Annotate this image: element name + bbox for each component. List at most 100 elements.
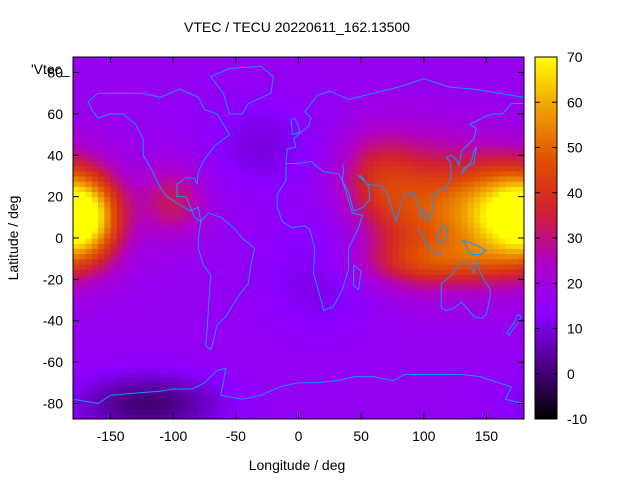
- heatmap-cell: [430, 238, 437, 244]
- heatmap-cell: [517, 269, 524, 275]
- heatmap-cell: [411, 67, 419, 74]
- heatmap-cell: [348, 62, 356, 68]
- heatmap-cell: [129, 284, 137, 291]
- heatmap-cell: [517, 403, 524, 410]
- heatmap-cell: [123, 155, 130, 162]
- heatmap-cell: [367, 155, 375, 162]
- heatmap-cell: [361, 170, 368, 177]
- heatmap-cell: [223, 253, 231, 260]
- heatmap-cell: [311, 232, 318, 239]
- heatmap-cell: [304, 356, 312, 363]
- heatmap-cell: [148, 160, 156, 167]
- heatmap-cell: [467, 362, 475, 368]
- heatmap-cell: [361, 279, 368, 286]
- heatmap-cell: [492, 367, 500, 374]
- heatmap-cell: [179, 377, 187, 384]
- heatmap-cell: [354, 98, 362, 105]
- heatmap-cell: [486, 134, 494, 141]
- heatmap-cell: [141, 377, 149, 384]
- heatmap-cell: [148, 108, 156, 115]
- heatmap-cell: [517, 196, 524, 203]
- heatmap-cell: [79, 336, 87, 343]
- heatmap-cell: [455, 170, 462, 177]
- heatmap-cell: [135, 227, 143, 234]
- heatmap-cell: [279, 129, 287, 136]
- heatmap-cell: [386, 227, 394, 234]
- heatmap-cell: [166, 346, 174, 353]
- heatmap-cell: [361, 408, 368, 415]
- heatmap-cell: [336, 300, 343, 306]
- heatmap-cell: [204, 170, 212, 177]
- heatmap-cell: [323, 393, 331, 399]
- heatmap-cell: [404, 77, 412, 84]
- heatmap-cell: [311, 269, 318, 275]
- heatmap-cell: [354, 367, 362, 374]
- heatmap-cell: [91, 393, 99, 399]
- heatmap-cell: [160, 403, 168, 410]
- heatmap-cell: [417, 139, 425, 146]
- heatmap-cell: [173, 248, 181, 255]
- heatmap-cell: [467, 341, 475, 348]
- heatmap-cell: [404, 382, 412, 389]
- heatmap-cell: [298, 119, 306, 125]
- heatmap-cell: [160, 362, 168, 368]
- heatmap-cell: [417, 377, 425, 384]
- heatmap-cell: [154, 113, 162, 120]
- heatmap-cell: [348, 377, 356, 384]
- heatmap-cell: [317, 351, 325, 358]
- heatmap-cell: [455, 165, 462, 172]
- heatmap-cell: [379, 119, 387, 125]
- heatmap-cell: [248, 170, 256, 177]
- heatmap-cell: [235, 269, 243, 275]
- heatmap-cell: [173, 331, 181, 337]
- heatmap-cell: [461, 320, 469, 327]
- heatmap-cell: [461, 181, 469, 187]
- heatmap-cell: [242, 82, 249, 89]
- heatmap-cell: [317, 150, 325, 156]
- heatmap-cell: [348, 67, 356, 74]
- heatmap-cell: [242, 124, 249, 130]
- heatmap-cell: [210, 165, 218, 172]
- heatmap-cell: [336, 408, 343, 415]
- heatmap-cell: [342, 134, 350, 141]
- heatmap-cell: [98, 103, 105, 110]
- heatmap-cell: [392, 279, 400, 286]
- heatmap-cell: [317, 325, 325, 332]
- heatmap-cell: [342, 253, 350, 260]
- heatmap-cell: [98, 175, 105, 182]
- heatmap-cell: [298, 274, 306, 280]
- heatmap-cell: [348, 129, 356, 136]
- heatmap-cell: [398, 72, 406, 79]
- heatmap-cell: [217, 403, 224, 410]
- heatmap-cell: [461, 331, 469, 337]
- heatmap-cell: [179, 346, 187, 353]
- heatmap-cell: [73, 408, 80, 415]
- heatmap-cell: [98, 238, 105, 244]
- heatmap-cell: [298, 279, 306, 286]
- heatmap-cell: [267, 279, 275, 286]
- heatmap-cell: [154, 331, 162, 337]
- heatmap-cell: [505, 124, 513, 130]
- heatmap-cell: [404, 356, 412, 363]
- heatmap-cell: [141, 289, 149, 296]
- heatmap-cell: [448, 274, 456, 280]
- heatmap-cell: [373, 300, 381, 306]
- heatmap-cell: [455, 103, 462, 110]
- heatmap-cell: [198, 165, 206, 172]
- heatmap-cell: [135, 191, 143, 198]
- heatmap-cell: [166, 310, 174, 317]
- heatmap-cell: [91, 98, 99, 105]
- heatmap-cell: [411, 372, 419, 379]
- heatmap-cell: [436, 253, 444, 260]
- heatmap-cell: [379, 403, 387, 410]
- heatmap-cell: [311, 408, 318, 415]
- heatmap-cell: [486, 258, 494, 265]
- heatmap-cell: [323, 222, 331, 229]
- heatmap-cell: [123, 191, 130, 198]
- heatmap-cell: [411, 119, 419, 125]
- heatmap-cell: [285, 398, 293, 405]
- heatmap-cell: [129, 181, 137, 187]
- heatmap-cell: [404, 258, 412, 265]
- heatmap-cell: [110, 170, 118, 177]
